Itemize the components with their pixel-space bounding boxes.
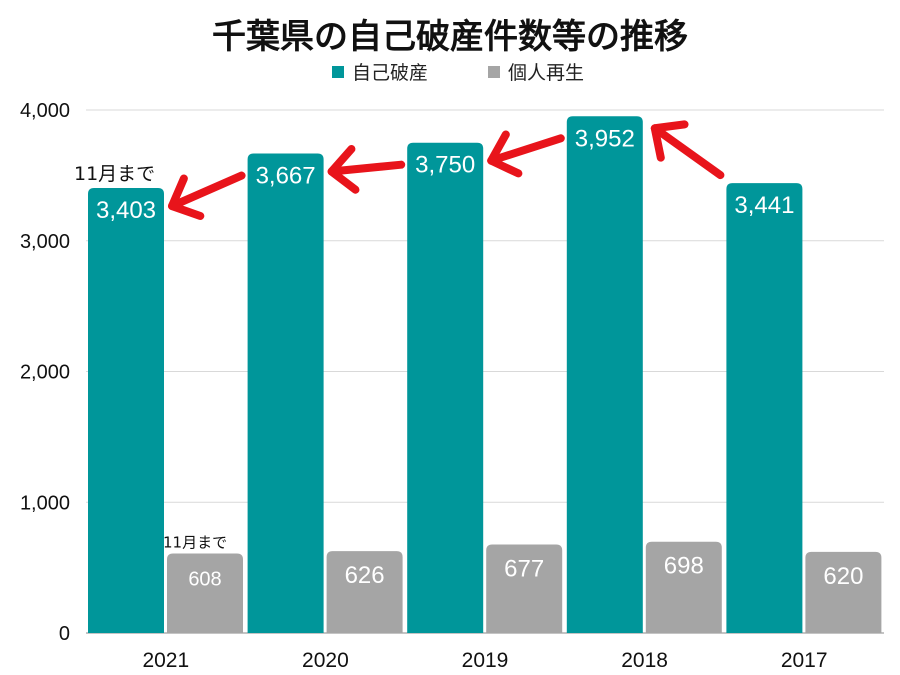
bar-jiko-hasan: [407, 142, 484, 633]
data-label: 698: [664, 553, 704, 580]
bars: [88, 116, 882, 634]
y-tick-label: 3,000: [20, 231, 70, 253]
bar-jiko-hasan: [726, 183, 803, 634]
data-label: 3,750: [415, 152, 475, 179]
arrow: [650, 120, 725, 180]
y-tick-label: 4,000: [20, 100, 70, 122]
annotation-note: 11月まで: [74, 163, 155, 185]
annotation-note: 11月まで: [163, 534, 227, 552]
bar-jiko-hasan: [247, 153, 324, 634]
arrows: [168, 120, 725, 220]
arrow: [487, 130, 565, 178]
legend: 自己破産 個人再生: [332, 62, 584, 84]
x-tick-label: 2017: [781, 649, 828, 672]
data-label: 677: [504, 555, 544, 582]
data-label: 3,667: [256, 163, 316, 190]
bar-kojin-saisei: [805, 551, 882, 633]
data-labels: 3,403 608 3,667 626 3,750 677 3,952 698 3,441 620: [96, 125, 863, 590]
data-label: 3,441: [734, 192, 794, 219]
x-axis: 2021 2020 2019 2018 2017: [142, 649, 827, 672]
y-tick-label: 0: [59, 623, 70, 645]
x-tick-label: 2020: [302, 649, 349, 672]
bar-kojin-saisei: [486, 544, 563, 633]
arrow: [327, 145, 406, 194]
data-label: 608: [188, 569, 221, 591]
annotations: 11月まで 11月まで: [74, 163, 227, 551]
bar-kojin-saisei: [167, 553, 243, 633]
chart-title: 千葉県の自己破産件数等の推移: [212, 17, 688, 57]
x-tick-label: 2019: [462, 649, 509, 672]
legend-label-jiko-hasan: 自己破産: [352, 62, 428, 84]
legend-swatch-jiko-hasan: [332, 66, 344, 78]
data-label: 620: [823, 563, 863, 590]
legend-swatch-kojin-saisei: [488, 66, 500, 78]
data-label: 3,403: [96, 197, 156, 224]
x-tick-label: 2018: [621, 649, 668, 672]
bar-jiko-hasan: [88, 188, 164, 634]
bar-kojin-saisei: [645, 541, 722, 633]
data-label: 626: [345, 562, 385, 589]
x-tick-label: 2021: [142, 649, 189, 672]
y-tick-label: 1,000: [20, 492, 70, 514]
y-tick-label: 2,000: [20, 362, 70, 384]
data-label: 3,952: [575, 125, 635, 152]
bar-kojin-saisei: [326, 551, 403, 633]
bar-jiko-hasan: [566, 116, 643, 633]
y-axis: 0 1,000 2,000 3,000 4,000: [20, 100, 70, 645]
arrow: [168, 171, 246, 220]
legend-label-kojin-saisei: 個人再生: [508, 62, 584, 84]
